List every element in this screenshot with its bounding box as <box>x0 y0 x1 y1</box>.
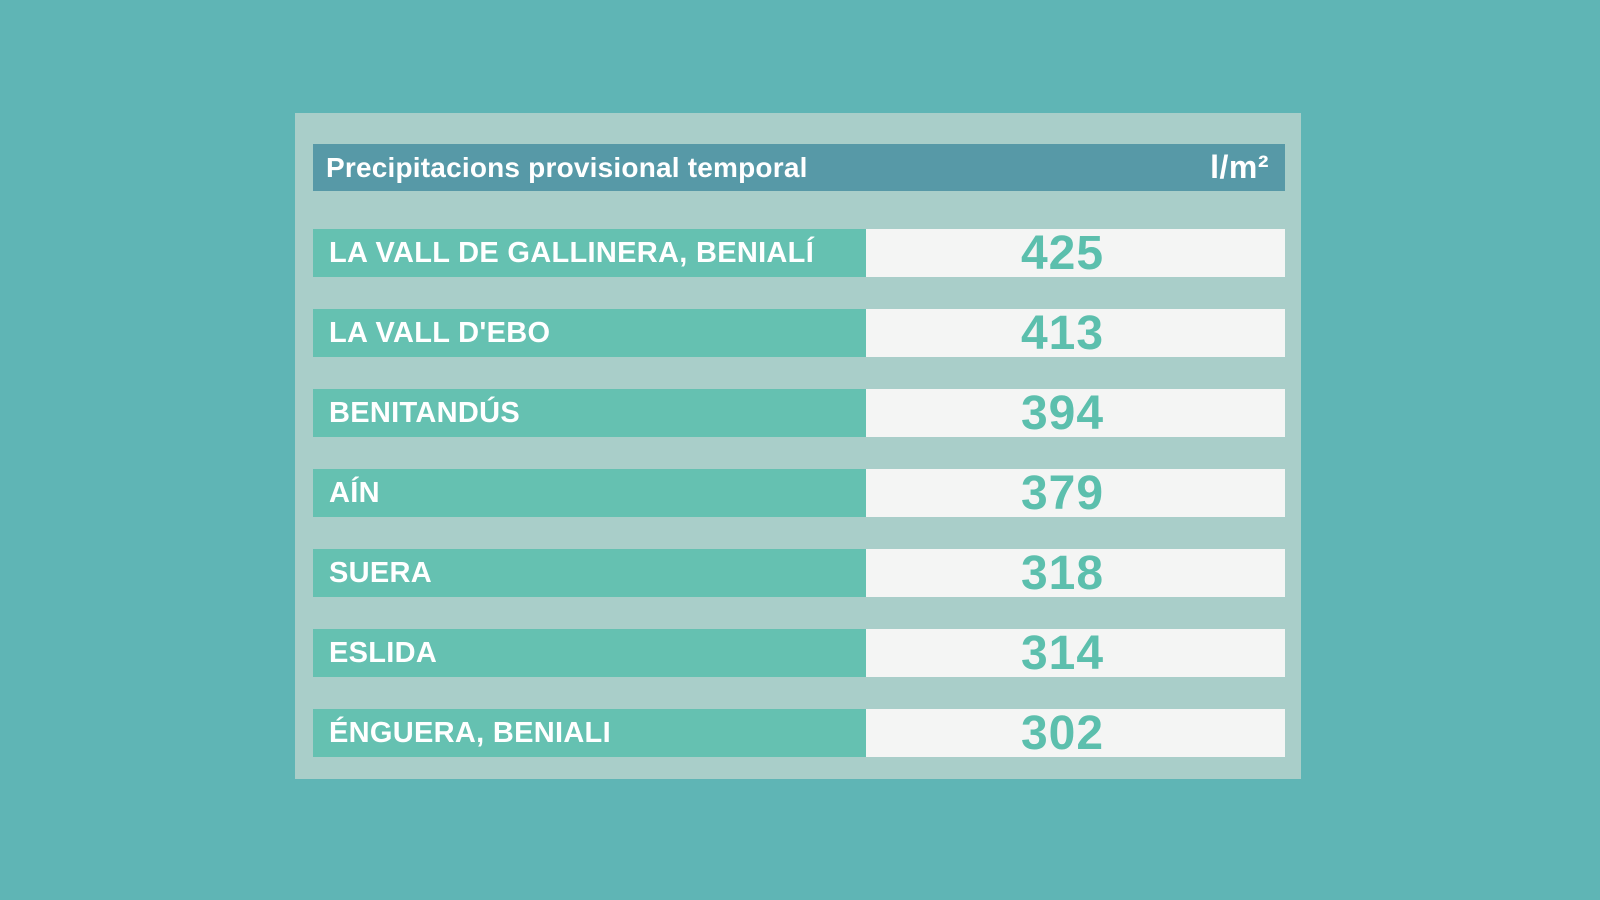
table-row: BENITANDÚS 394 <box>313 387 1285 440</box>
table-row: AÍN 379 <box>313 467 1285 520</box>
unit-label: l/m² <box>1210 149 1269 185</box>
table-title: Precipitacions provisional temporal <box>326 151 808 183</box>
table-row: LA VALL DE GALLINERA, BENIALÍ 425 <box>313 227 1285 280</box>
table-row: ÉNGUERA, BENIALI 302 <box>313 707 1285 760</box>
table-row: LA VALL D'EBO 413 <box>313 307 1285 360</box>
station-name: LA VALL D'EBO <box>313 309 866 357</box>
station-name: AÍN <box>313 469 866 517</box>
station-name: SUERA <box>313 549 866 597</box>
precipitation-value: 425 <box>866 227 1285 280</box>
precipitation-value: 318 <box>866 547 1285 600</box>
precipitation-value: 314 <box>866 627 1285 680</box>
station-name: BENITANDÚS <box>313 389 866 437</box>
table-row: SUERA 318 <box>313 547 1285 600</box>
precipitation-value: 394 <box>866 387 1285 440</box>
precipitation-table-panel: Precipitacions provisional temporal l/m²… <box>295 113 1301 779</box>
station-name: ESLIDA <box>313 629 866 677</box>
precipitation-value: 413 <box>866 307 1285 360</box>
precipitation-value: 302 <box>866 707 1285 760</box>
station-name: LA VALL DE GALLINERA, BENIALÍ <box>313 229 866 277</box>
station-name: ÉNGUERA, BENIALI <box>313 709 866 757</box>
table-row: ESLIDA 314 <box>313 627 1285 680</box>
precipitation-value: 379 <box>866 467 1285 520</box>
table-header: Precipitacions provisional temporal l/m² <box>313 144 1285 191</box>
